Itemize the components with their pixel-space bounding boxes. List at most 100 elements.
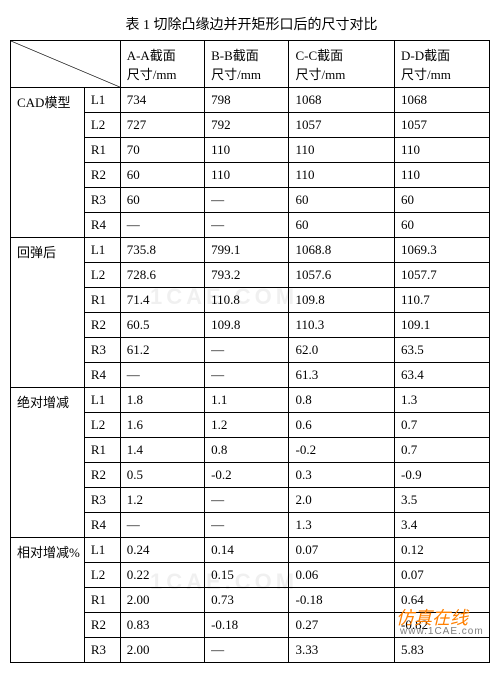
data-cell: 110 xyxy=(394,138,489,163)
data-cell: 60 xyxy=(394,188,489,213)
data-cell: 735.8 xyxy=(120,238,204,263)
data-cell: — xyxy=(205,488,289,513)
data-cell: 1068 xyxy=(394,88,489,113)
data-cell: 109.8 xyxy=(205,313,289,338)
data-cell: 0.12 xyxy=(394,538,489,563)
row-key: R1 xyxy=(84,288,120,313)
data-cell: 62.0 xyxy=(289,338,395,363)
data-cell: 60 xyxy=(120,188,204,213)
row-key: L1 xyxy=(84,88,120,113)
data-cell: 60.5 xyxy=(120,313,204,338)
data-cell: — xyxy=(205,513,289,538)
data-cell: 60 xyxy=(289,188,395,213)
data-cell: 71.4 xyxy=(120,288,204,313)
data-cell: 0.7 xyxy=(394,413,489,438)
data-cell: 0.83 xyxy=(120,613,204,638)
data-table: A-A截面尺寸/mmB-B截面尺寸/mmC-C截面尺寸/mmD-D截面尺寸/mm… xyxy=(10,40,490,663)
data-cell: 0.7 xyxy=(394,438,489,463)
data-cell: — xyxy=(205,638,289,663)
data-cell: 110.8 xyxy=(205,288,289,313)
data-cell: 60 xyxy=(289,213,395,238)
data-cell: 0.64 xyxy=(394,588,489,613)
header-diagonal xyxy=(11,41,121,88)
data-cell: 0.24 xyxy=(120,538,204,563)
data-cell: 1069.3 xyxy=(394,238,489,263)
row-key: R4 xyxy=(84,513,120,538)
row-key: R2 xyxy=(84,313,120,338)
data-cell: 1057.6 xyxy=(289,263,395,288)
data-cell: 110 xyxy=(289,138,395,163)
data-cell: 1068.8 xyxy=(289,238,395,263)
data-cell: 1.2 xyxy=(205,413,289,438)
data-cell: 70 xyxy=(120,138,204,163)
group-label: 绝对增减 xyxy=(11,388,85,538)
row-key: R1 xyxy=(84,588,120,613)
row-key: R1 xyxy=(84,438,120,463)
data-cell: 1068 xyxy=(289,88,395,113)
row-key: L2 xyxy=(84,413,120,438)
row-key: R3 xyxy=(84,638,120,663)
row-key: L1 xyxy=(84,238,120,263)
row-key: L1 xyxy=(84,538,120,563)
row-key: L2 xyxy=(84,113,120,138)
data-cell: 1057 xyxy=(289,113,395,138)
data-cell: 1.2 xyxy=(120,488,204,513)
col-header: C-C截面尺寸/mm xyxy=(289,41,395,88)
data-cell: 799.1 xyxy=(205,238,289,263)
row-key: R4 xyxy=(84,213,120,238)
group-label: 回弹后 xyxy=(11,238,85,388)
data-cell: 61.2 xyxy=(120,338,204,363)
group-label: 相对增减% xyxy=(11,538,85,663)
data-cell: -0.2 xyxy=(205,463,289,488)
row-key: L2 xyxy=(84,563,120,588)
data-cell: 0.6 xyxy=(289,413,395,438)
data-cell: -0.2 xyxy=(289,438,395,463)
data-cell: 0.15 xyxy=(205,563,289,588)
row-key: L1 xyxy=(84,388,120,413)
row-key: R2 xyxy=(84,613,120,638)
table-title: 表 1 切除凸缘边并开矩形口后的尺寸对比 xyxy=(10,14,493,34)
data-cell: 1057 xyxy=(394,113,489,138)
data-cell: 110 xyxy=(394,163,489,188)
data-cell: 2.00 xyxy=(120,588,204,613)
data-cell: 3.33 xyxy=(289,638,395,663)
data-cell: -0.82 xyxy=(394,613,489,638)
data-cell: 110 xyxy=(205,138,289,163)
row-key: R3 xyxy=(84,488,120,513)
group-label: CAD模型 xyxy=(11,88,85,238)
data-cell: 1.4 xyxy=(120,438,204,463)
data-cell: 110 xyxy=(205,163,289,188)
col-header: B-B截面尺寸/mm xyxy=(205,41,289,88)
data-cell: 0.5 xyxy=(120,463,204,488)
data-cell: — xyxy=(205,338,289,363)
data-cell: 2.00 xyxy=(120,638,204,663)
data-cell: 109.8 xyxy=(289,288,395,313)
data-cell: 792 xyxy=(205,113,289,138)
data-cell: 110.3 xyxy=(289,313,395,338)
data-cell: 0.22 xyxy=(120,563,204,588)
data-cell: 0.07 xyxy=(394,563,489,588)
data-cell: 61.3 xyxy=(289,363,395,388)
data-cell: 1.6 xyxy=(120,413,204,438)
data-cell: -0.18 xyxy=(289,588,395,613)
data-cell: — xyxy=(120,213,204,238)
data-cell: 0.27 xyxy=(289,613,395,638)
data-cell: 60 xyxy=(394,213,489,238)
data-cell: 63.5 xyxy=(394,338,489,363)
data-cell: 2.0 xyxy=(289,488,395,513)
data-cell: 0.3 xyxy=(289,463,395,488)
data-cell: 1.3 xyxy=(289,513,395,538)
row-key: R2 xyxy=(84,163,120,188)
col-header: D-D截面尺寸/mm xyxy=(394,41,489,88)
data-cell: 1.8 xyxy=(120,388,204,413)
data-cell: 0.8 xyxy=(289,388,395,413)
data-cell: — xyxy=(120,513,204,538)
data-cell: 728.6 xyxy=(120,263,204,288)
data-cell: 734 xyxy=(120,88,204,113)
data-cell: 793.2 xyxy=(205,263,289,288)
data-cell: — xyxy=(205,188,289,213)
data-cell: 1.1 xyxy=(205,388,289,413)
data-cell: 110 xyxy=(289,163,395,188)
data-cell: -0.9 xyxy=(394,463,489,488)
data-cell: 0.73 xyxy=(205,588,289,613)
